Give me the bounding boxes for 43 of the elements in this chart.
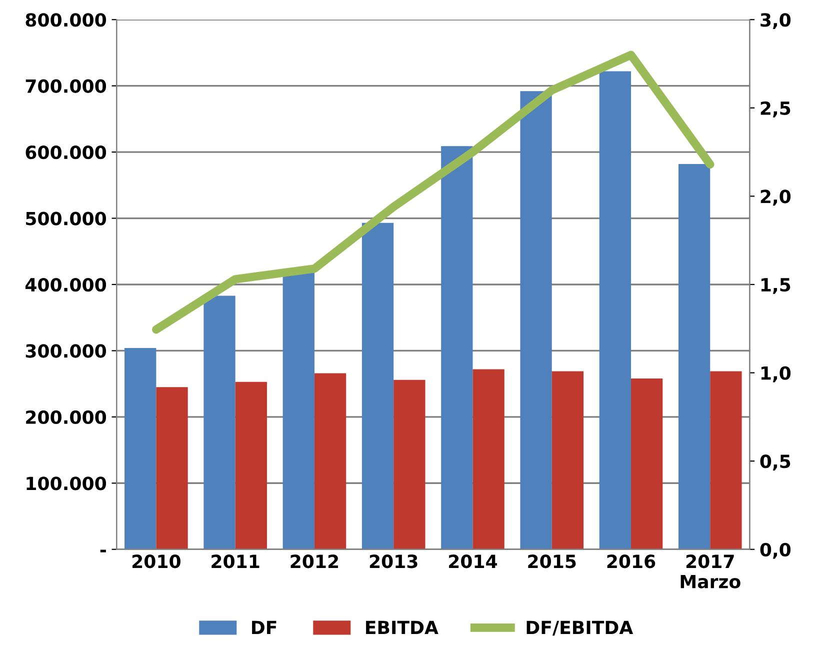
y-tick-label: - — [100, 550, 106, 552]
bar — [678, 164, 710, 550]
bar — [520, 91, 552, 550]
y2-tick-label: 0,0 — [760, 542, 791, 559]
x-tick-label: 2016 — [607, 554, 656, 568]
bar — [710, 371, 742, 550]
bar — [282, 271, 314, 550]
legend-label: DF/EBITDA — [526, 620, 634, 636]
y-tick-label: 400.000 — [25, 278, 106, 292]
bar — [156, 387, 188, 550]
bar — [124, 348, 156, 550]
x-tick-label: 2012 — [290, 554, 338, 568]
legend-label: DF — [252, 620, 276, 634]
y-tick-label: 700.000 — [26, 79, 106, 93]
y-tick-label: 500.000 — [26, 212, 106, 226]
y2-tick-label: 3,0 — [760, 13, 791, 30]
y-tick-label: 200.000 — [26, 410, 106, 424]
y2-tick-label: 0,5 — [760, 454, 790, 470]
y2-tick-label: 2,5 — [760, 101, 790, 118]
x-tick-label: 2013 — [370, 554, 418, 568]
y-tick-label: 100.000 — [26, 476, 106, 490]
y-tick-label: 600.000 — [26, 146, 106, 160]
x-tick-label: 2017 Marzo — [680, 554, 740, 588]
bar — [204, 296, 236, 550]
y2-tick-label: 1,5 — [761, 278, 790, 294]
y-tick-label: 300.000 — [26, 344, 106, 358]
bar — [630, 378, 663, 550]
x-tick-label: 2011 — [212, 554, 260, 568]
x-tick-label: 2014 — [449, 554, 498, 568]
bar — [314, 373, 346, 550]
bar — [472, 369, 504, 550]
bar — [552, 371, 584, 550]
y-tick-label: 800.000 — [26, 13, 106, 27]
y2-tick-label: 2,0 — [760, 190, 791, 206]
y2-tick-label: 1,0 — [761, 366, 791, 382]
bar — [441, 146, 473, 550]
bar — [235, 382, 267, 550]
x-tick-label: 2015 — [528, 554, 576, 568]
legend-label: EBITDA — [366, 620, 438, 634]
bar — [362, 222, 394, 550]
bar — [599, 71, 631, 550]
bar — [394, 380, 426, 550]
x-tick-label: 2010 — [132, 554, 180, 568]
